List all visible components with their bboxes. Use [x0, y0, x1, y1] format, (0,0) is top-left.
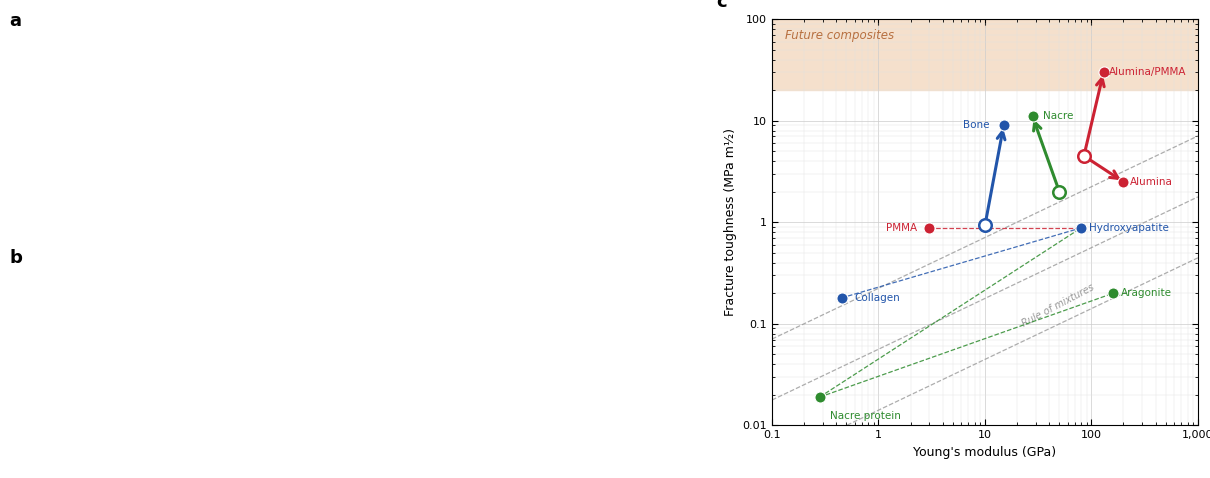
Text: Nacre: Nacre — [1043, 111, 1073, 121]
Text: Future composites: Future composites — [785, 29, 894, 42]
Text: a: a — [10, 12, 21, 30]
X-axis label: Young's modulus (GPa): Young's modulus (GPa) — [914, 446, 1056, 459]
Text: Nacre protein: Nacre protein — [830, 411, 900, 421]
Text: Bone: Bone — [963, 120, 990, 130]
Bar — [772, 19, 1198, 90]
Text: c: c — [716, 0, 727, 11]
Text: Hydroxyapatite: Hydroxyapatite — [1089, 223, 1169, 233]
Text: Alumina: Alumina — [1130, 177, 1172, 187]
Text: Alumina/PMMA: Alumina/PMMA — [1108, 67, 1186, 77]
Text: Aragonite: Aragonite — [1122, 288, 1172, 298]
Text: PMMA: PMMA — [886, 223, 917, 233]
Text: Rule of mixtures: Rule of mixtures — [1020, 282, 1096, 328]
Text: Collagen: Collagen — [854, 293, 900, 303]
Text: b: b — [10, 249, 22, 267]
Y-axis label: Fracture toughness (MPa m½): Fracture toughness (MPa m½) — [724, 128, 737, 316]
